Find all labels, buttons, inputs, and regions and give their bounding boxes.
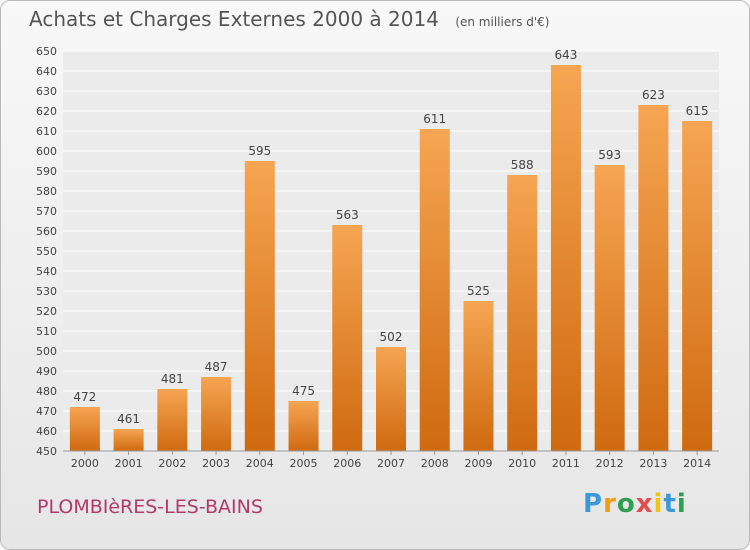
- y-tick-label: 600: [36, 145, 57, 158]
- logo-letter: r: [603, 489, 617, 519]
- data-label-2005: 475: [292, 384, 315, 398]
- y-tick-label: 520: [36, 305, 57, 318]
- y-tick-label: 580: [36, 185, 57, 198]
- data-label-2007: 502: [380, 330, 403, 344]
- bar-2005: [288, 401, 319, 451]
- data-label-2014: 615: [686, 104, 709, 118]
- y-axis: 450 460 470 480 490 500 510 520 530 540 550 560 570 5…: [36, 45, 57, 458]
- x-tick-label-2002: 2002: [158, 457, 186, 470]
- y-tick-label: 450: [36, 445, 57, 458]
- bar-2013: [638, 105, 669, 451]
- bar-2010: [507, 175, 538, 451]
- data-label-2011: 643: [554, 48, 577, 62]
- bar-2004: [244, 161, 275, 451]
- bar-2008: [419, 129, 450, 451]
- y-tick-label: 630: [36, 85, 57, 98]
- commune-name: PLOMBIèRES-LES-BAINS: [37, 496, 263, 518]
- y-tick-label: 510: [36, 325, 57, 338]
- x-tick-label-2009: 2009: [464, 457, 492, 470]
- bar-2007: [376, 347, 406, 451]
- y-tick-label: 650: [36, 45, 57, 58]
- bar-2000: [69, 407, 100, 451]
- y-tick-label: 470: [36, 405, 57, 418]
- y-tick-label: 530: [36, 285, 57, 298]
- bar-2012: [594, 165, 625, 451]
- x-tick-label-2001: 2001: [115, 457, 143, 470]
- data-label-2012: 593: [598, 148, 621, 162]
- bar-2014: [682, 121, 713, 451]
- chart-title: Achats et Charges Externes 2000 à 2014 (…: [29, 7, 549, 31]
- data-label-2010: 588: [511, 158, 534, 172]
- x-tick-label-2005: 2005: [290, 457, 318, 470]
- x-tick-label-2003: 2003: [202, 457, 230, 470]
- y-tick-label: 610: [36, 125, 57, 138]
- bar-2009: [463, 301, 494, 451]
- y-tick-label: 550: [36, 245, 57, 258]
- logo-letter: i: [653, 489, 664, 519]
- y-tick-label: 500: [36, 345, 57, 358]
- data-label-2000: 472: [73, 390, 96, 404]
- bar-2002: [157, 389, 188, 451]
- data-label-2001: 461: [117, 412, 140, 426]
- x-tick-label-2006: 2006: [333, 457, 361, 470]
- y-tick-label: 490: [36, 365, 57, 378]
- x-tick-label-2012: 2012: [596, 457, 624, 470]
- x-tick-label-2014: 2014: [683, 457, 711, 470]
- data-label-2002: 481: [161, 372, 184, 386]
- y-tick-label: 570: [36, 205, 57, 218]
- logo-letter: t: [663, 489, 677, 519]
- x-tick-label-2013: 2013: [639, 457, 667, 470]
- y-tick-label: 640: [36, 65, 57, 78]
- logo-letter: x: [635, 489, 654, 519]
- bars: 472 461 481 487 595 475 563 502 611 525 588 643 593 6…: [69, 48, 713, 451]
- y-tick-label: 540: [36, 265, 57, 278]
- proxiti-logo: Proxiti: [583, 489, 687, 519]
- x-tick-label-2007: 2007: [377, 457, 405, 470]
- logo-letter: o: [616, 489, 636, 519]
- x-tick-label-2008: 2008: [421, 457, 449, 470]
- logo-letter: i: [676, 489, 687, 519]
- bar-2001: [113, 429, 144, 451]
- logo-letter: P: [583, 489, 604, 519]
- x-axis: 2000 2001 2002 2003 2004 2005 2006 2007 2008 2009…: [63, 450, 719, 470]
- x-tick-label-2010: 2010: [508, 457, 536, 470]
- bar-2011: [550, 65, 581, 451]
- data-label-2009: 525: [467, 284, 490, 298]
- x-tick-label-2004: 2004: [246, 457, 274, 470]
- y-tick-label: 620: [36, 105, 57, 118]
- y-tick-label: 560: [36, 225, 57, 238]
- x-tick-label-2000: 2000: [71, 457, 99, 470]
- y-tick-label: 460: [36, 425, 57, 438]
- bar-2006: [332, 225, 363, 451]
- data-label-2006: 563: [336, 208, 359, 222]
- data-label-2008: 611: [423, 112, 446, 126]
- chart-title-text: Achats et Charges Externes 2000 à 2014: [29, 7, 439, 31]
- bar-2003: [201, 377, 232, 451]
- x-tick-label-2011: 2011: [552, 457, 580, 470]
- data-label-2013: 623: [642, 88, 665, 102]
- data-label-2003: 487: [205, 360, 228, 374]
- data-label-2004: 595: [248, 144, 271, 158]
- chart-unit: (en milliers d'€): [455, 15, 550, 29]
- y-tick-label: 590: [36, 165, 57, 178]
- y-tick-label: 480: [36, 385, 57, 398]
